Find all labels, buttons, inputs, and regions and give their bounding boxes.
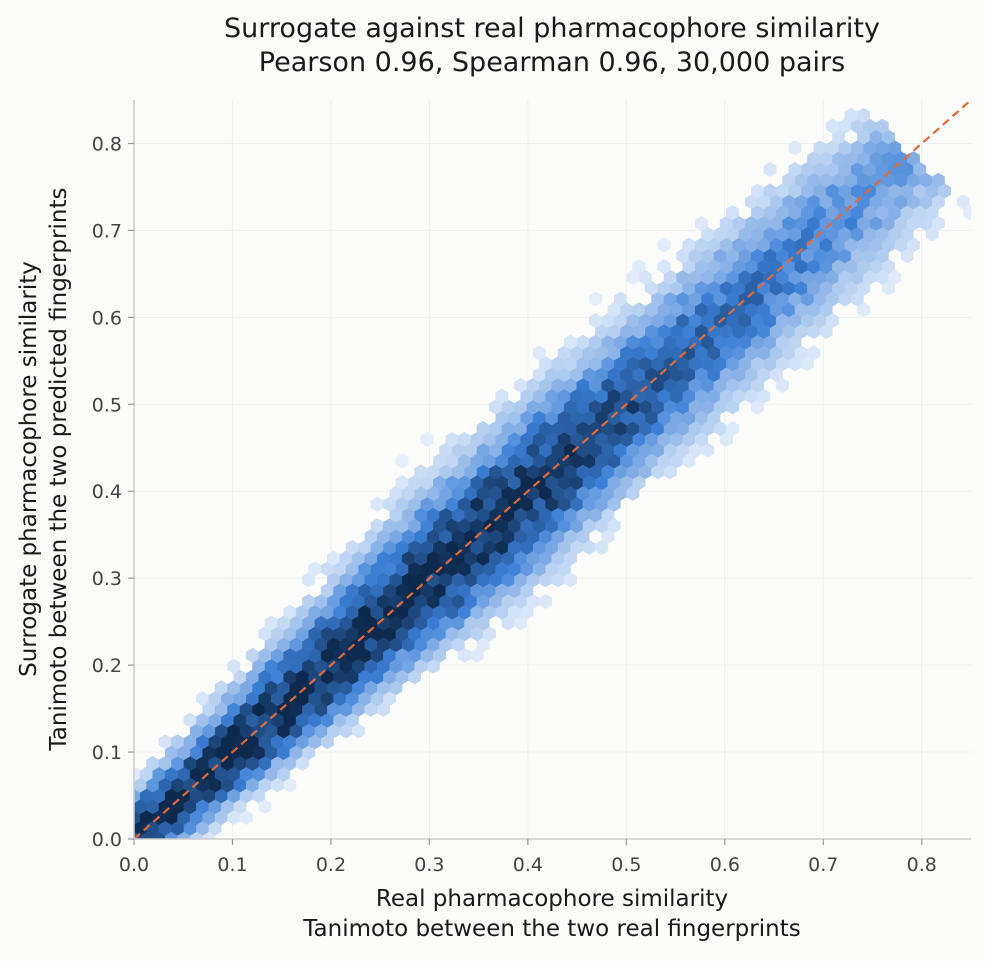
x-tick-label: 0.4	[513, 854, 543, 876]
x-tick-label: 0.3	[414, 854, 444, 876]
hexbin-cells	[134, 107, 971, 839]
y-tick-label: 0.2	[92, 655, 122, 677]
reference-line	[133, 99, 972, 840]
hex-cell	[539, 593, 552, 609]
y-tick-label: 0.3	[92, 568, 122, 590]
hex-cell	[788, 140, 802, 156]
chart-title: Surrogate against real pharmacophore sim…	[224, 13, 880, 44]
y-axis-ticks: 0.0 0.1 0.2 0.3 0.4 0.5 0.6 0.7 0.8	[92, 133, 134, 851]
x-tick-label: 0.1	[217, 854, 247, 876]
hex-cell	[931, 172, 945, 188]
x-tick-label: 0.8	[907, 854, 937, 876]
hex-cell	[657, 237, 671, 253]
y-tick-label: 0.5	[92, 394, 122, 416]
hex-cell	[807, 345, 821, 361]
hex-cell	[589, 291, 602, 307]
y-axis-label-sub: Tanimoto between the two predicted finge…	[46, 188, 72, 752]
hex-cell	[613, 291, 627, 307]
x-tick-label: 0.6	[710, 854, 740, 876]
hex-cell	[875, 118, 889, 134]
hex-cell	[857, 107, 870, 123]
y-axis-label: Surrogate pharmacophore similarity	[16, 261, 42, 677]
x-axis-label: Real pharmacophore similarity	[376, 886, 728, 912]
y-tick-label: 0.6	[92, 307, 122, 329]
hex-cell	[420, 431, 434, 447]
hex-cell	[726, 205, 739, 221]
y-tick-label: 0.0	[92, 829, 122, 851]
y-tick-label: 0.4	[92, 481, 122, 503]
hex-cell	[956, 194, 970, 210]
x-axis-ticks: 0.0 0.1 0.2 0.3 0.4 0.5 0.6 0.7 0.8	[119, 839, 937, 876]
x-tick-label: 0.7	[808, 854, 838, 876]
hex-cell	[495, 388, 509, 404]
hex-cell	[726, 421, 739, 437]
hex-cell	[657, 259, 671, 275]
x-axis-label-sub: Tanimoto between the two real fingerprin…	[302, 916, 800, 942]
hex-cell	[395, 453, 409, 469]
x-tick-label: 0.2	[316, 854, 346, 876]
hex-cell	[632, 259, 646, 275]
hex-cell	[532, 345, 546, 361]
hex-cell	[695, 215, 708, 231]
hex-cell	[763, 161, 777, 177]
hex-cell	[227, 658, 241, 674]
y-tick-label: 0.7	[92, 220, 122, 242]
x-tick-label: 0.5	[611, 854, 641, 876]
x-tick-label: 0.0	[119, 854, 149, 876]
y-tick-label: 0.1	[92, 742, 122, 764]
chart-subtitle: Pearson 0.96, Spearman 0.96, 30,000 pair…	[259, 47, 845, 78]
y-tick-label: 0.8	[92, 133, 122, 155]
